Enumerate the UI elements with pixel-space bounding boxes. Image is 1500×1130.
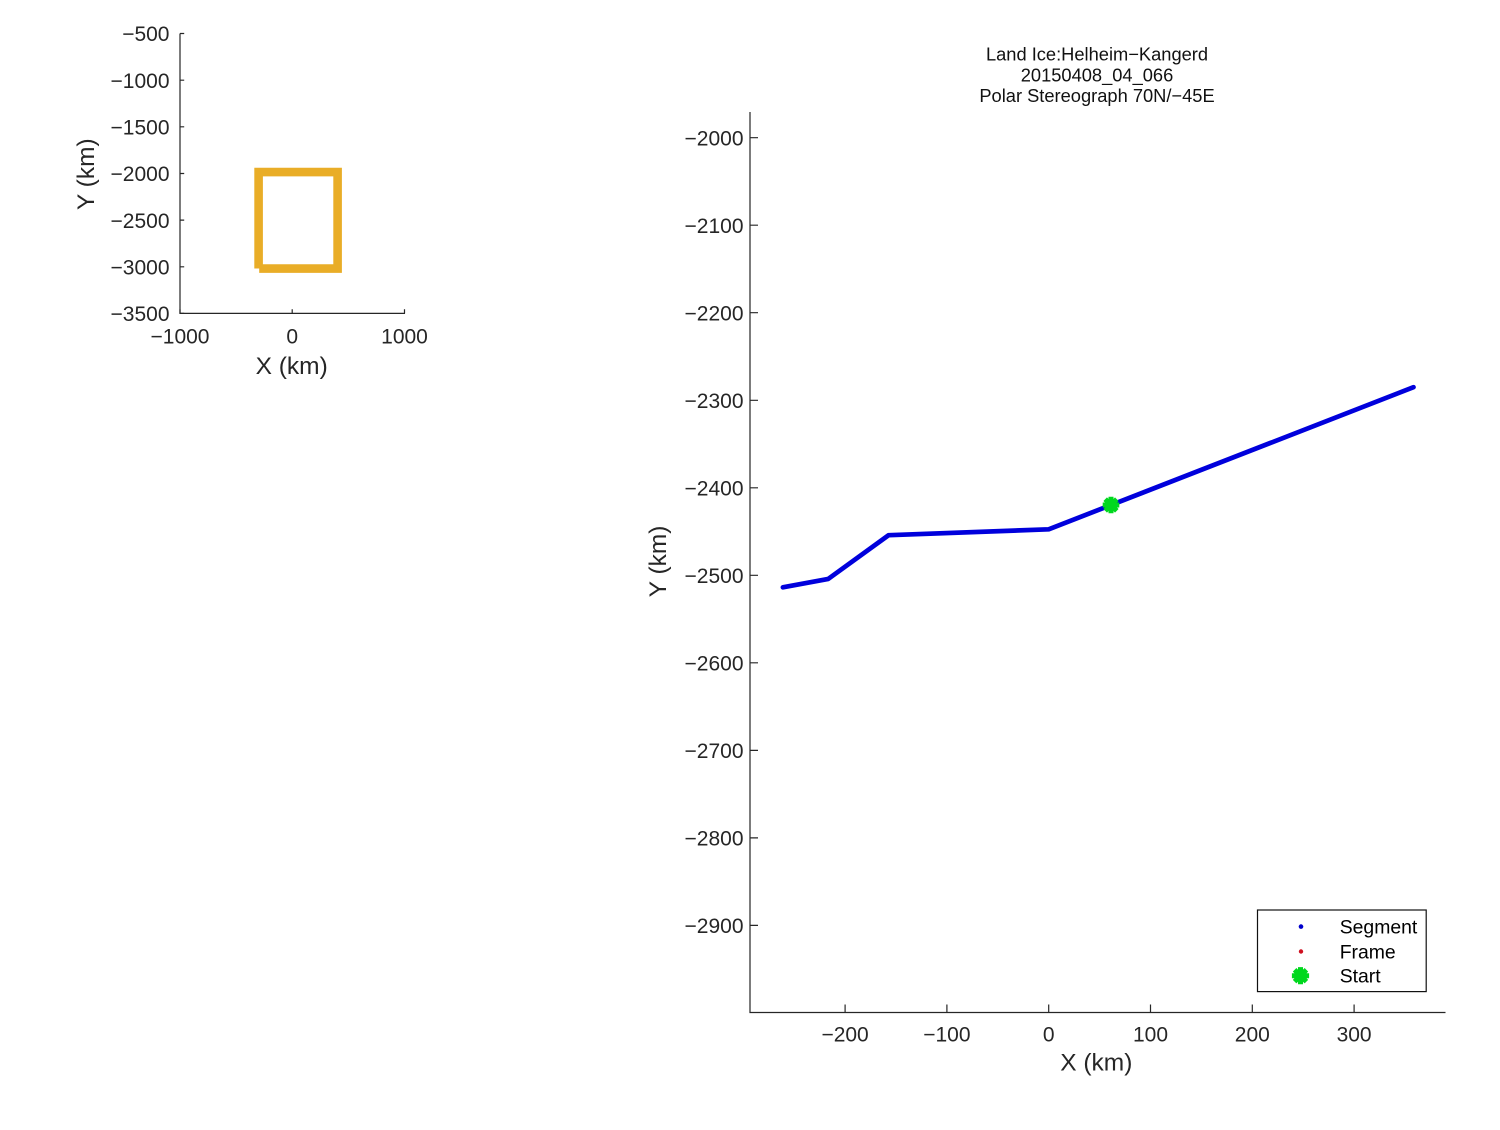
svg-text:0: 0: [1043, 1024, 1055, 1047]
svg-text:−100: −100: [923, 1024, 970, 1047]
svg-text:−2000: −2000: [111, 163, 170, 186]
svg-text:−2100: −2100: [685, 215, 744, 238]
svg-text:Start: Start: [1340, 966, 1382, 988]
svg-text:−2700: −2700: [685, 740, 744, 763]
svg-text:Frame: Frame: [1340, 941, 1396, 963]
svg-text:Polar Stereograph 70N/−45E: Polar Stereograph 70N/−45E: [979, 85, 1214, 106]
svg-text:Land Ice:Helheim−Kangerd: Land Ice:Helheim−Kangerd: [986, 44, 1208, 65]
svg-text:20150408_04_066: 20150408_04_066: [1021, 64, 1174, 86]
svg-text:−2400: −2400: [685, 478, 744, 501]
svg-text:−2600: −2600: [685, 653, 744, 676]
svg-text:200: 200: [1235, 1024, 1270, 1047]
svg-text:−500: −500: [122, 23, 169, 46]
svg-text:Segment: Segment: [1340, 916, 1418, 938]
svg-text:1000: 1000: [381, 326, 428, 349]
svg-text:100: 100: [1133, 1024, 1168, 1047]
svg-text:−1000: −1000: [151, 326, 210, 349]
svg-text:−3500: −3500: [111, 303, 170, 326]
svg-text:−3000: −3000: [111, 257, 170, 280]
svg-text:−1500: −1500: [111, 117, 170, 140]
svg-text:−2500: −2500: [685, 565, 744, 588]
svg-text:−2200: −2200: [685, 302, 744, 325]
svg-text:0: 0: [286, 326, 298, 349]
svg-text:X (km): X (km): [1060, 1050, 1132, 1077]
svg-text:−2500: −2500: [111, 210, 170, 233]
svg-text:−2900: −2900: [685, 915, 744, 938]
svg-text:X (km): X (km): [256, 353, 328, 380]
svg-text:−200: −200: [821, 1024, 868, 1047]
svg-text:−2800: −2800: [685, 828, 744, 851]
svg-text:−1000: −1000: [111, 70, 170, 93]
svg-text:−2300: −2300: [685, 390, 744, 413]
svg-text:Y (km): Y (km): [73, 138, 100, 210]
svg-text:Y (km): Y (km): [645, 526, 672, 598]
svg-text:−2000: −2000: [685, 127, 744, 150]
svg-text:300: 300: [1337, 1024, 1372, 1047]
